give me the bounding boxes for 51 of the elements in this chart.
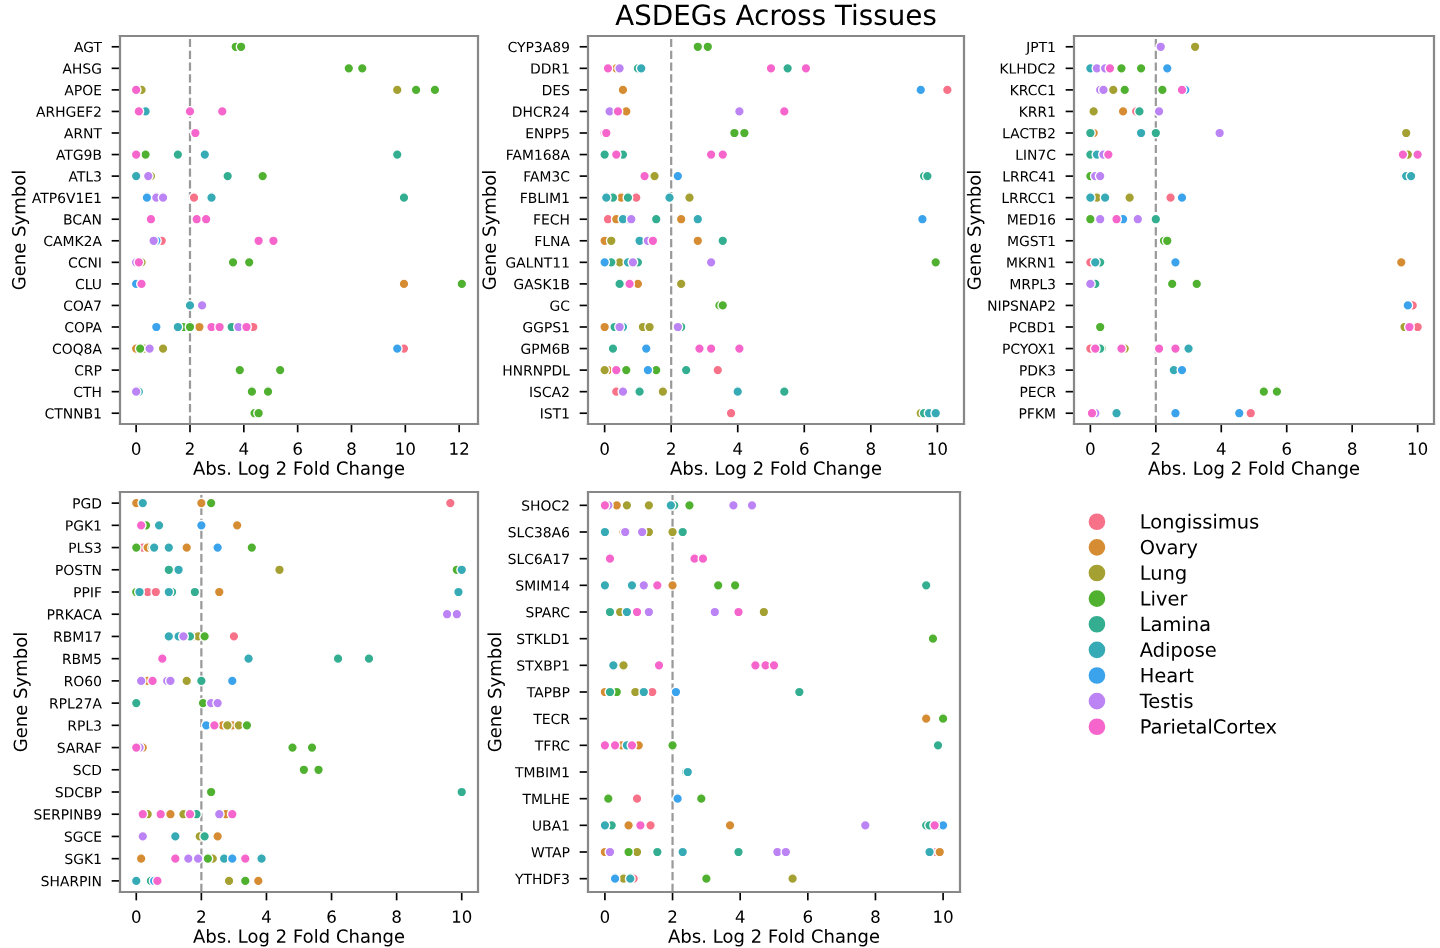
x-tick-label: 6 [803, 910, 813, 923]
x-tick-label: 6 [293, 442, 302, 455]
legend-label: ParietalCortex [1141, 718, 1277, 734]
x-tick-label: 6 [800, 442, 809, 455]
x-tick-label: 0 [600, 910, 610, 923]
x-tick-label: 4 [1216, 442, 1226, 455]
legend-label: Liver [1141, 590, 1188, 606]
x-tick-label: 10 [396, 442, 415, 455]
y-axis-title: Gene Symbol [487, 633, 505, 752]
x-tick-label: 0 [131, 442, 141, 455]
x-tick-label: 10 [452, 910, 472, 923]
x-tick-label: 8 [866, 442, 875, 455]
x-tick-label: 8 [347, 442, 356, 455]
x-tick-label: 0 [132, 910, 141, 923]
x-tick-label: 0 [1086, 442, 1095, 455]
x-tick-label: 4 [239, 442, 249, 455]
legend-label: Lung [1141, 565, 1186, 584]
x-axis-title: Abs. Log 2 Fold Change [1148, 460, 1360, 479]
x-tick-label: 0 [600, 442, 609, 455]
x-tick-label: 2 [1151, 442, 1160, 455]
x-tick-label: 6 [1282, 442, 1291, 455]
x-tick-label: 8 [1348, 442, 1357, 455]
x-tick-label: 2 [185, 442, 194, 455]
x-tick-label: 4 [733, 442, 743, 455]
x-tick-label: 4 [261, 910, 271, 923]
x-tick-label: 6 [327, 910, 336, 923]
x-tick-label: 10 [928, 442, 947, 455]
x-tick-label: 2 [197, 910, 205, 923]
x-tick-label: 12 [450, 442, 469, 455]
x-axis-title: Abs. Log 2 Fold Change [670, 460, 882, 479]
legend-label: Adipose [1139, 641, 1216, 661]
x-axis-title: Abs. Log 2 Fold Change [193, 928, 405, 947]
y-axis-title: Gene Symbol [482, 171, 500, 290]
x-tick-label: 4 [735, 910, 745, 923]
x-tick-label: 10 [1408, 442, 1428, 455]
legend-label: Lamina [1141, 616, 1210, 632]
legend-label: Testis [1139, 693, 1193, 709]
legend-label: Heart [1141, 668, 1194, 683]
x-tick-label: 8 [871, 910, 880, 923]
x-tick-label: 8 [392, 910, 401, 923]
x-tick-label: 2 [667, 442, 675, 455]
chart-title: ASDEGs Across Tissues [615, 3, 936, 26]
y-axis-title: Gene Symbol [13, 633, 31, 752]
y-axis-title: Gene Symbol [11, 171, 30, 290]
legend-label: Longissimus [1141, 513, 1259, 533]
x-tick-label: 10 [934, 910, 953, 923]
x-tick-label: 2 [668, 910, 677, 923]
legend-label: Ovary [1140, 539, 1198, 559]
y-axis-title: Gene Symbol [966, 171, 985, 290]
x-axis-title: Abs. Log 2 Fold Change [668, 928, 880, 947]
x-axis-title: Abs. Log 2 Fold Change [193, 460, 405, 479]
